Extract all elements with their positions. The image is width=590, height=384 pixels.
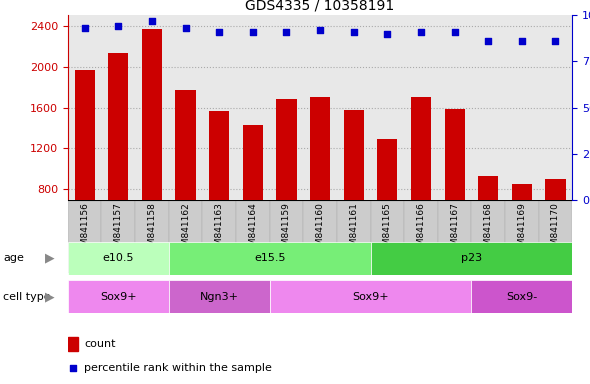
Text: GSM841156: GSM841156 [80, 203, 89, 258]
Point [382, 31, 392, 37]
Bar [478, 176, 499, 271]
Point [68, 365, 78, 371]
Bar [169, 200, 202, 273]
Bar [539, 200, 572, 273]
Point [181, 25, 190, 31]
Bar [444, 109, 465, 271]
Text: GSM841169: GSM841169 [517, 203, 526, 258]
Point [416, 29, 425, 35]
Bar [276, 99, 297, 271]
Text: Ngn3+: Ngn3+ [199, 291, 239, 302]
Bar [411, 97, 431, 271]
Text: GSM841159: GSM841159 [282, 203, 291, 258]
Bar [169, 242, 371, 275]
Bar [337, 200, 371, 273]
Bar [438, 200, 471, 273]
Text: e15.5: e15.5 [254, 253, 286, 263]
Bar [404, 200, 438, 273]
Bar [303, 200, 337, 273]
Bar [310, 97, 330, 271]
Text: ▶: ▶ [45, 290, 55, 303]
Bar [68, 200, 101, 273]
Bar [101, 200, 135, 273]
Text: Sox9-: Sox9- [506, 291, 537, 302]
Bar [209, 111, 230, 271]
Bar [505, 200, 539, 273]
Text: p23: p23 [461, 253, 482, 263]
Bar [471, 200, 505, 273]
Bar [202, 200, 236, 273]
Text: Sox9+: Sox9+ [100, 291, 137, 302]
Bar [343, 109, 364, 271]
Bar [135, 200, 169, 273]
Text: GSM841158: GSM841158 [148, 203, 156, 258]
Text: GSM841167: GSM841167 [450, 203, 459, 258]
Text: count: count [84, 339, 116, 349]
Text: ▶: ▶ [45, 252, 55, 265]
Text: GSM841162: GSM841162 [181, 203, 190, 257]
Text: e10.5: e10.5 [103, 253, 134, 263]
Bar [68, 337, 78, 351]
Text: GSM841168: GSM841168 [484, 203, 493, 258]
Text: GSM841163: GSM841163 [215, 203, 224, 258]
Bar [169, 280, 270, 313]
Bar [142, 29, 162, 271]
Point [450, 29, 459, 35]
Text: GSM841166: GSM841166 [417, 203, 425, 258]
Point [483, 38, 493, 44]
Text: GSM841157: GSM841157 [114, 203, 123, 258]
Bar [371, 242, 572, 275]
Text: GSM841164: GSM841164 [248, 203, 257, 257]
Bar [175, 90, 196, 271]
Point [80, 25, 90, 31]
Bar [512, 184, 532, 271]
Text: age: age [3, 253, 24, 263]
Bar [68, 242, 169, 275]
Point [349, 29, 358, 35]
Point [517, 38, 526, 44]
Text: GSM841170: GSM841170 [551, 203, 560, 258]
Bar [68, 280, 169, 313]
Bar [270, 200, 303, 273]
Text: GSM841160: GSM841160 [316, 203, 325, 258]
Bar [371, 200, 404, 273]
Bar [471, 280, 572, 313]
Text: GSM841165: GSM841165 [383, 203, 392, 258]
Point [148, 18, 157, 24]
Point [215, 29, 224, 35]
Point [248, 29, 257, 35]
Bar [236, 200, 270, 273]
Point [550, 38, 560, 44]
Text: percentile rank within the sample: percentile rank within the sample [84, 363, 273, 373]
Text: GSM841161: GSM841161 [349, 203, 358, 258]
Bar [74, 70, 95, 271]
Bar [270, 280, 471, 313]
Text: Sox9+: Sox9+ [352, 291, 389, 302]
Point [282, 29, 291, 35]
Bar [377, 139, 398, 271]
Title: GDS4335 / 10358191: GDS4335 / 10358191 [245, 0, 395, 13]
Point [315, 27, 324, 33]
Text: cell type: cell type [3, 291, 51, 302]
Point [113, 23, 123, 30]
Bar [545, 179, 566, 271]
Bar [242, 125, 263, 271]
Bar [108, 53, 129, 271]
